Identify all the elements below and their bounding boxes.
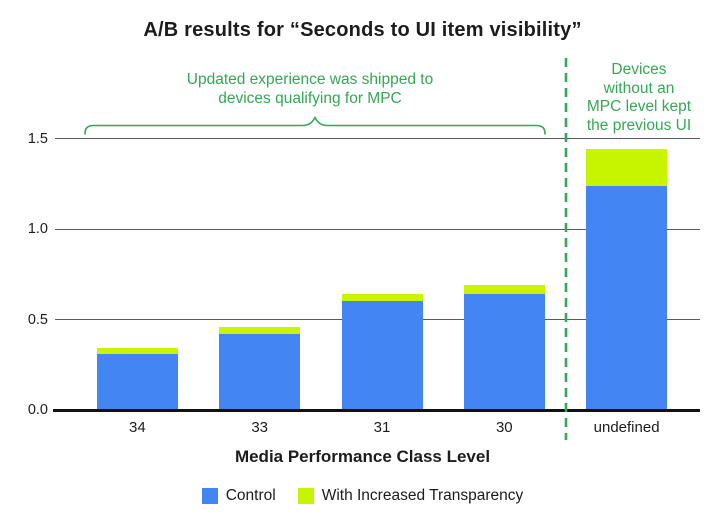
x-tick-label: undefined	[593, 419, 660, 436]
y-tick-label: 1.5	[27, 130, 48, 147]
legend-item-transparency: With Increased Transparency	[297, 487, 524, 505]
bar-segment-transparency	[219, 326, 301, 334]
bar-segment-transparency	[341, 294, 423, 302]
annotation-updated-experience: Updated experience was shipped to device…	[110, 71, 510, 108]
legend-swatch-control	[201, 488, 218, 504]
annotation-line: MPC level kept	[586, 98, 692, 115]
annotation-line: Devices	[611, 61, 667, 78]
annotation-line: the previous UI	[586, 116, 692, 134]
chart-title: A/B results for “Seconds to UI item visi…	[143, 19, 582, 41]
annotation-line: devices qualifying for MPC	[218, 89, 402, 107]
legend-swatch-transparency	[297, 488, 314, 504]
legend-label-control: Control	[225, 487, 276, 504]
x-axis-line	[53, 409, 700, 412]
y-tick-label: 0.0	[27, 402, 48, 418]
bar-segment-control	[96, 353, 178, 410]
y-tick-label: 1.0	[27, 221, 48, 237]
legend-label-transparency: With Increased Transparency	[321, 487, 524, 504]
x-tick-label: 30	[495, 419, 513, 436]
legend-item-control: Control	[201, 487, 276, 505]
mpc-brace-icon	[84, 115, 546, 135]
x-tick-label: 34	[129, 419, 146, 436]
bar-segment-control	[586, 185, 668, 410]
x-tick-label: 31	[373, 419, 391, 436]
x-tick-label: 33	[251, 419, 269, 436]
bar-segment-control	[341, 301, 423, 410]
bar-segment-control	[463, 294, 545, 410]
bar-segment-transparency	[586, 149, 668, 186]
bar-segment-transparency	[463, 285, 545, 295]
annotation-line: Updated experience was shipped to	[186, 71, 434, 88]
bar-segment-control	[219, 333, 301, 410]
bar-segment-transparency	[96, 348, 178, 354]
annotation-no-mpc-devices: Devices without an MPC level kept the pr…	[574, 61, 704, 135]
gridline	[55, 228, 700, 230]
chart-legend: Control With Increased Transparency	[0, 487, 725, 505]
annotation-line: without an	[603, 79, 675, 97]
y-tick-label: 0.5	[27, 311, 48, 328]
gridline	[55, 138, 700, 139]
x-axis-title: Media Performance Class Level	[234, 447, 491, 466]
